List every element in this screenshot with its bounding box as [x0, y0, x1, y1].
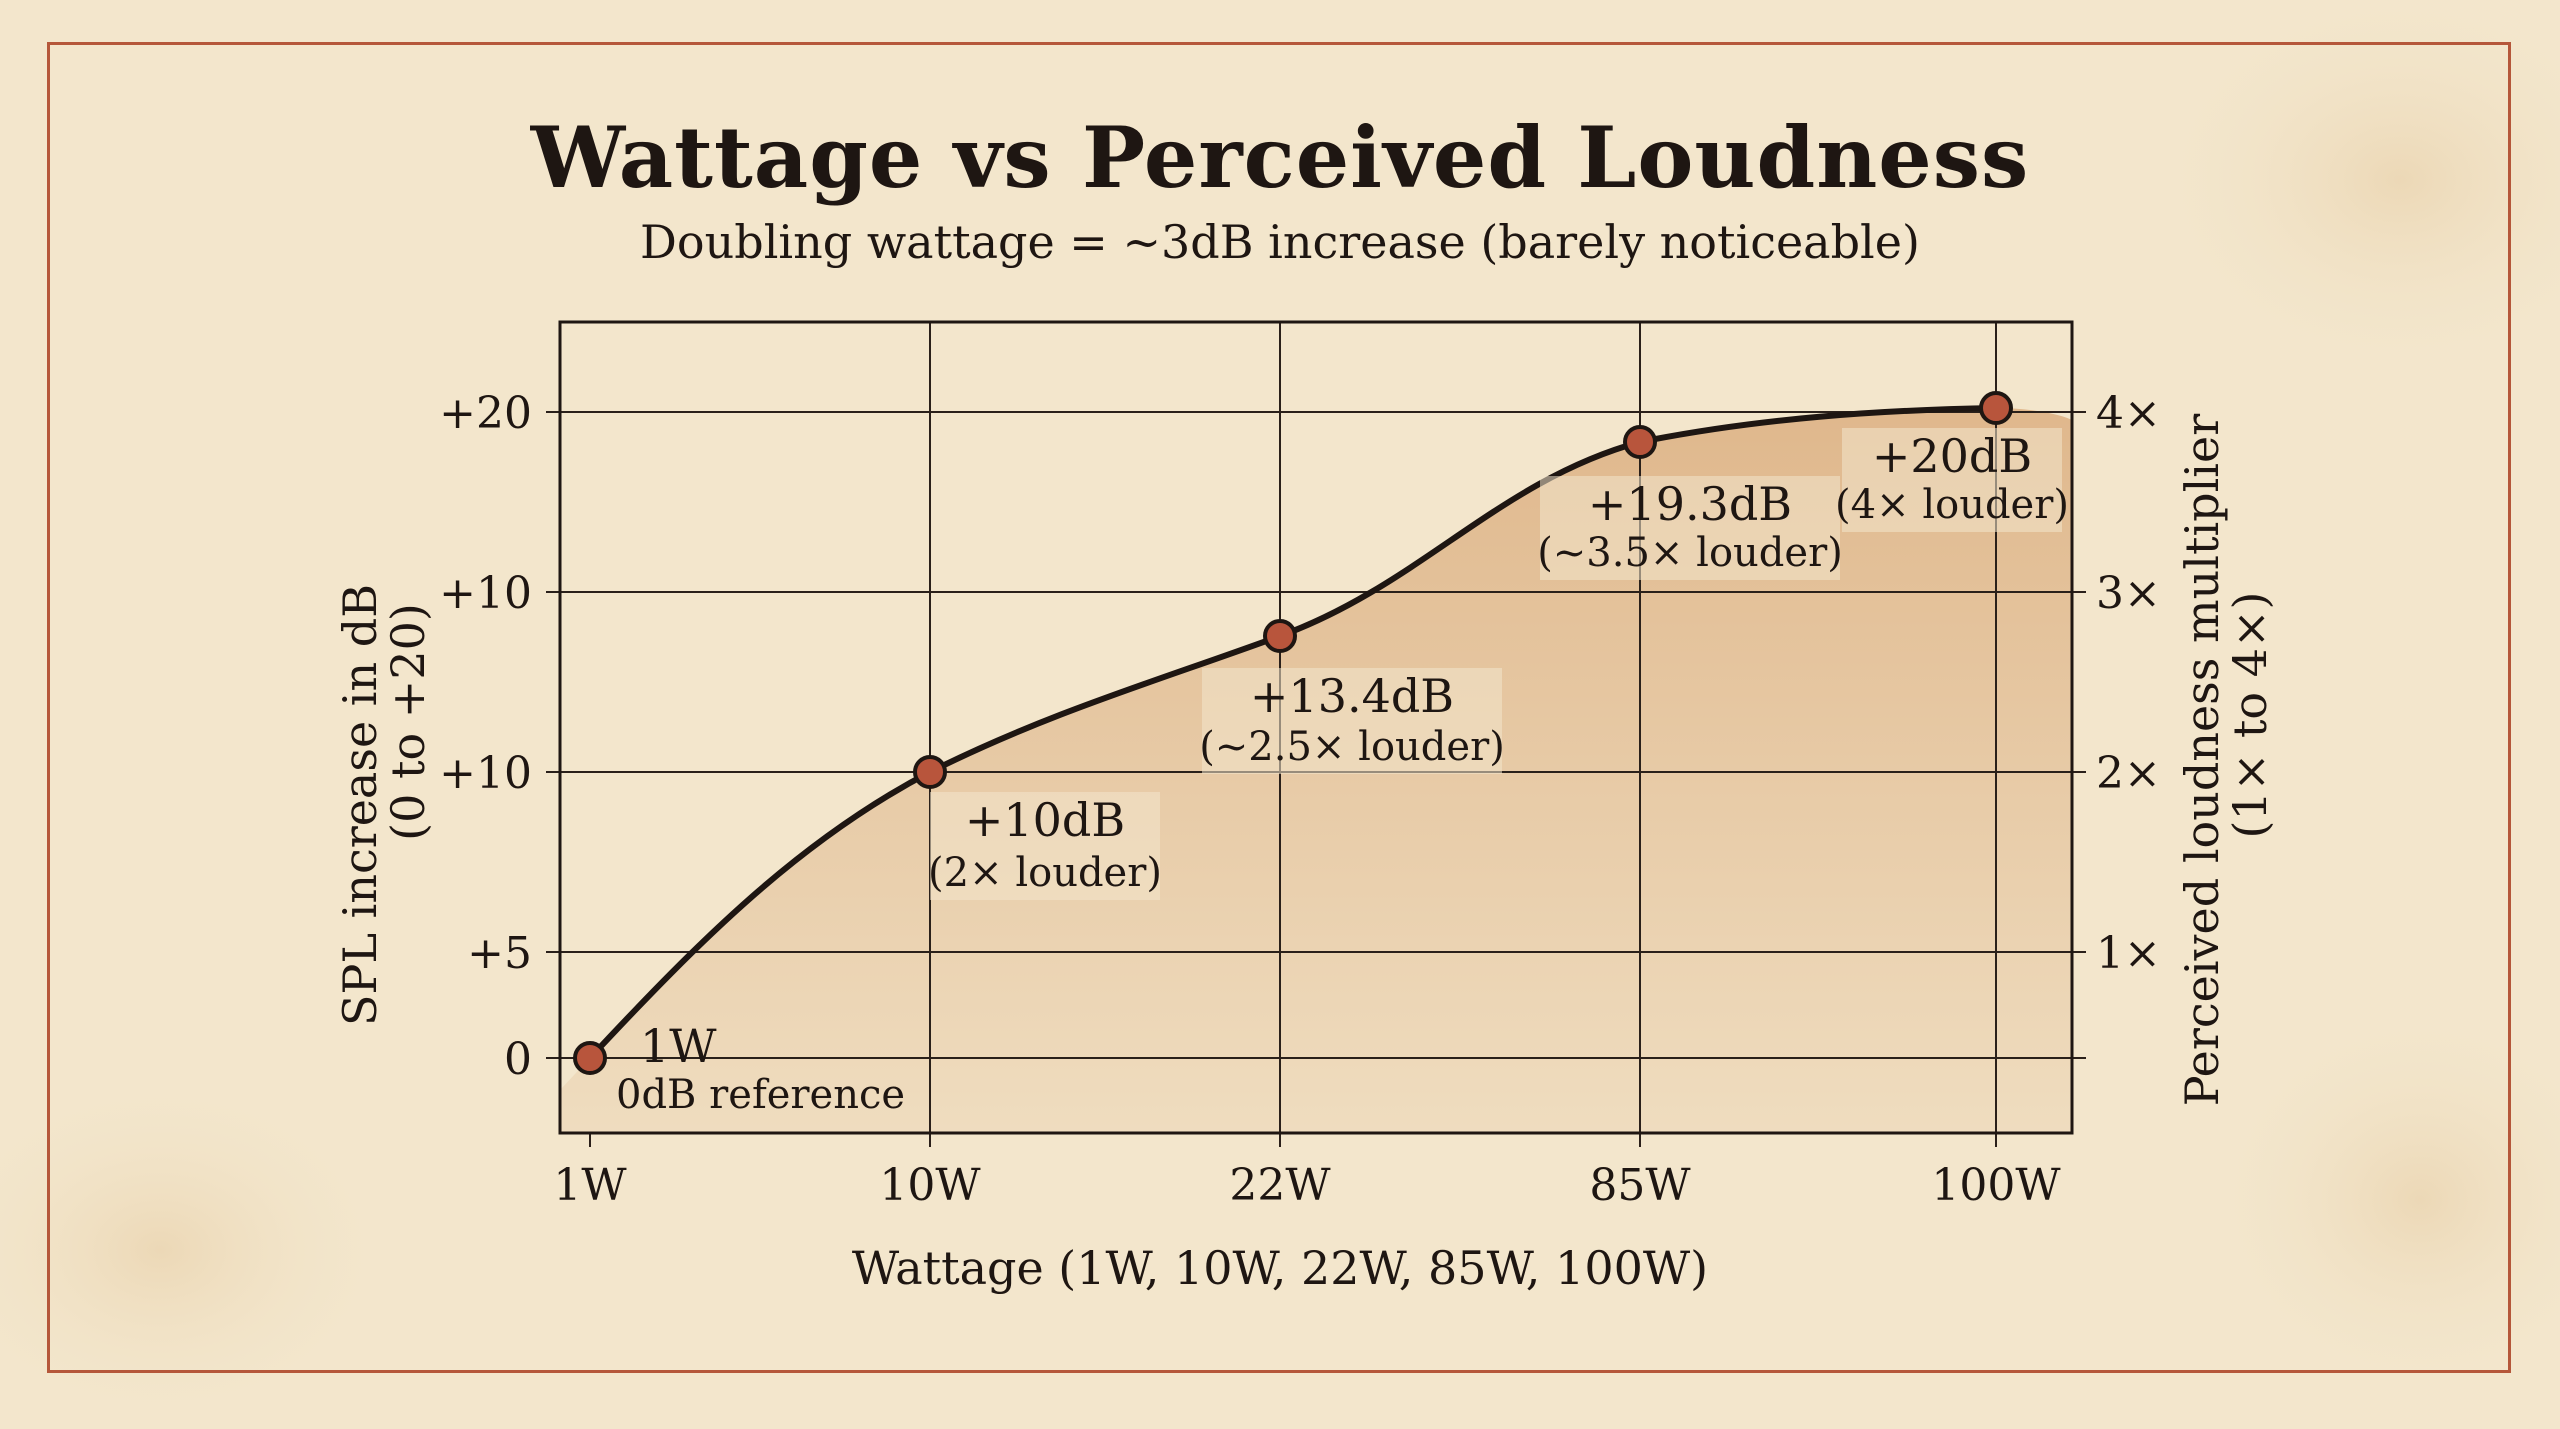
y2-tick-label: 1× — [2096, 928, 2161, 979]
y-tick-label: +10 — [439, 568, 532, 619]
y-tick-label: +20 — [439, 388, 532, 439]
annotation-backing — [1202, 668, 1502, 774]
annotation-value: +10dB — [965, 793, 1125, 847]
annotation-backing — [1540, 476, 1840, 580]
annotation-note: (4× louder) — [1835, 482, 2069, 528]
data-point — [1623, 425, 1657, 459]
annotation-note: 0dB reference — [616, 1072, 905, 1118]
annotation-note: (2× louder) — [928, 850, 1162, 896]
x-tick-label: 100W — [1931, 1160, 2061, 1211]
annotation-note: (~3.5× louder) — [1537, 530, 1843, 576]
y2-axis-label: Perceived loudness multiplier — [2175, 414, 2229, 1106]
y2-tick-label: 2× — [2096, 748, 2161, 799]
x-tick-label: 22W — [1229, 1160, 1331, 1211]
annotation-backing — [1842, 428, 2062, 532]
y-tick-label: 0 — [504, 1034, 532, 1085]
plot-border — [558, 320, 2074, 1135]
data-point — [1979, 391, 2013, 425]
data-point — [913, 755, 947, 789]
annotation-note: (~2.5× louder) — [1199, 724, 1505, 770]
annotation-backing — [930, 792, 1160, 900]
x-axis-label: Wattage (1W, 10W, 22W, 85W, 100W) — [852, 1241, 1708, 1295]
annotation-value: +20dB — [1872, 429, 2032, 483]
annotation-value: +13.4dB — [1250, 669, 1454, 723]
y-tick-label: +5 — [467, 928, 532, 979]
chart-subtitle: Doubling wattage = ~3dB increase (barely… — [640, 215, 1920, 269]
y2-tick-label: 4× — [2096, 388, 2161, 439]
chart-frame — [47, 42, 2511, 1373]
annotation-value: +19.3dB — [1588, 477, 1792, 531]
chart-title: Wattage vs Perceived Loudness — [530, 108, 2030, 207]
x-tick-label: 85W — [1589, 1160, 1691, 1211]
x-tick-label: 10W — [879, 1160, 981, 1211]
data-point — [1263, 619, 1297, 653]
y-axis-label: SPL increase in dB — [333, 584, 387, 1026]
y2-tick-label: 3× — [2096, 568, 2161, 619]
x-tick-label: 1W — [553, 1160, 627, 1211]
annotation-value: 1W — [640, 1019, 717, 1073]
y-tick-label: +10 — [439, 748, 532, 799]
data-point — [573, 1041, 607, 1075]
y2-axis-label-sub: (1× to 4×) — [2223, 592, 2277, 839]
y-axis-label-sub: (0 to +20) — [381, 603, 435, 841]
